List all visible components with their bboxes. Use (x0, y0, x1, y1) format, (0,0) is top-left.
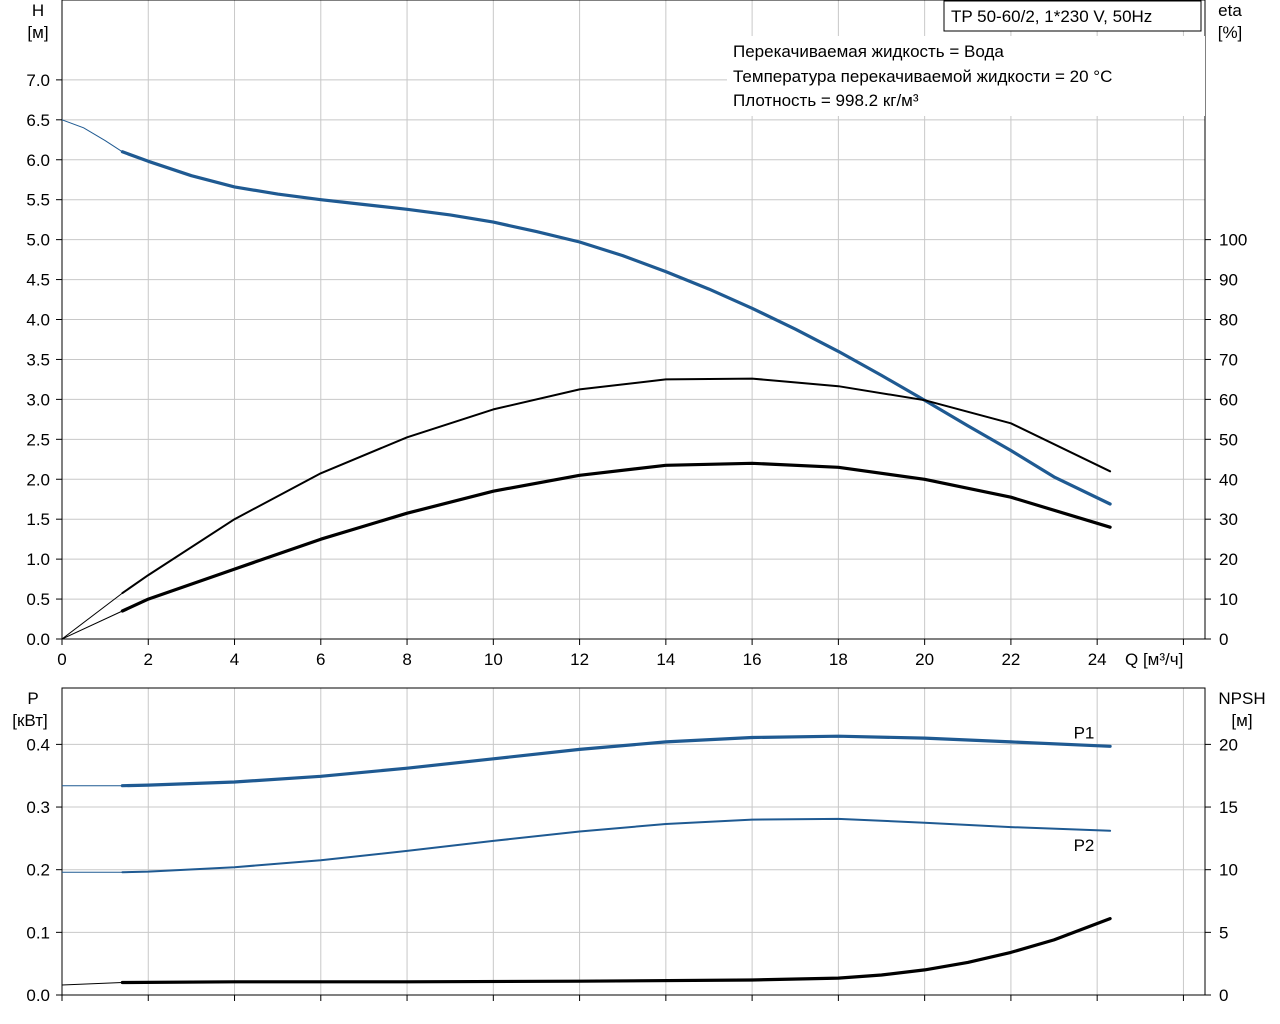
y-left-tick-label: 2.5 (26, 430, 50, 449)
y-right-tick-label: 20 (1219, 735, 1238, 754)
y-right-tick-label: 10 (1219, 861, 1238, 880)
x-tick-label: 22 (1001, 650, 1020, 669)
y-right-tick-label: 100 (1219, 231, 1247, 250)
y-right-tick-label: 60 (1219, 390, 1238, 409)
curve-extension (61, 119, 123, 153)
y-left-label-h: H (32, 1, 44, 20)
y-left-tick-label: 2.0 (26, 470, 50, 489)
curve-eta_lower (120, 461, 1112, 613)
y-left-tick-label: 1.0 (26, 550, 50, 569)
info-density: Плотность = 998.2 кг/м³ (733, 91, 919, 110)
y-left-tick-label: 0.0 (26, 986, 50, 1005)
y-right-label-unit: [м] (1231, 711, 1252, 730)
curve-p1 (120, 734, 1112, 788)
y-right-tick-label: 90 (1219, 271, 1238, 290)
y-right-label-eta: eta (1218, 1, 1242, 20)
y-left-tick-label: 7.0 (26, 71, 50, 90)
top-curves (61, 119, 1112, 640)
x-tick-label: 2 (144, 650, 153, 669)
y-left-tick-label: 0.2 (26, 861, 50, 880)
y-left-label-p: P (27, 689, 38, 708)
y-left-tick-label: 0.4 (26, 735, 50, 754)
x-tick-label: 24 (1088, 650, 1107, 669)
series-label-p1: P1 (1074, 723, 1095, 742)
bottom-grid (62, 688, 1205, 995)
x-axis-label: Q [м³/ч] (1125, 650, 1183, 669)
y-left-tick-label: 6.5 (26, 111, 50, 130)
y-right-tick-label: 10 (1219, 590, 1238, 609)
curve-npsh (120, 916, 1112, 985)
x-tick-label: 16 (743, 650, 762, 669)
info-temperature: Температура перекачиваемой жидкости = 20… (733, 67, 1112, 86)
series-label-p2: P2 (1074, 836, 1095, 855)
x-tick-label: 18 (829, 650, 848, 669)
y-right-label-npsh: NPSH (1218, 689, 1265, 708)
curve-eta_upper (121, 377, 1112, 595)
x-tick-label: 8 (402, 650, 411, 669)
y-right-tick-label: 15 (1219, 798, 1238, 817)
y-right-tick-label: 70 (1219, 350, 1238, 369)
x-tick-label: 4 (230, 650, 239, 669)
y-left-tick-label: 0.3 (26, 798, 50, 817)
y-right-tick-label: 5 (1219, 923, 1228, 942)
y-left-label-unit: [кВт] (12, 711, 47, 730)
y-left-tick-label: 3.5 (26, 350, 50, 369)
curve-extension (61, 610, 123, 640)
y-left-tick-label: 0.5 (26, 590, 50, 609)
y-left-tick-label: 1.5 (26, 510, 50, 529)
y-right-tick-label: 50 (1219, 430, 1238, 449)
x-tick-label: 12 (570, 650, 589, 669)
y-left-tick-label: 4.5 (26, 271, 50, 290)
title-box (943, 0, 1202, 32)
info-box (727, 36, 1205, 116)
y-left-label-unit: [м] (27, 23, 48, 42)
y-left-tick-label: 6.0 (26, 151, 50, 170)
curve-h (120, 150, 1112, 506)
bottom-plot-frame (61, 687, 1206, 996)
y-right-tick-label: 0 (1219, 986, 1228, 1005)
y-left-tick-label: 0.1 (26, 923, 50, 942)
y-right-label-unit: [%] (1218, 23, 1243, 42)
y-right-tick-label: 80 (1219, 311, 1238, 330)
x-tick-label: 10 (484, 650, 503, 669)
y-left-tick-label: 3.0 (26, 390, 50, 409)
y-left-tick-label: 5.0 (26, 231, 50, 250)
curve-extension (61, 982, 123, 986)
x-tick-label: 14 (656, 650, 675, 669)
bottom-axis-ticks: 0.0 0.1 0.2 0.3 0.4 0 5 10 15 20 (26, 735, 1238, 1005)
y-right-tick-label: 30 (1219, 510, 1238, 529)
x-tick-label: 20 (915, 650, 934, 669)
y-right-tick-label: 40 (1219, 470, 1238, 489)
y-left-tick-label: 0.0 (26, 630, 50, 649)
y-left-tick-label: 5.5 (26, 191, 50, 210)
x-tick-label: 0 (57, 650, 66, 669)
y-right-tick-label: 20 (1219, 550, 1238, 569)
curve-extension (61, 592, 123, 640)
info-liquid: Перекачиваемая жидкость = Вода (733, 42, 1004, 61)
chart-title: TP 50-60/2, 1*230 V, 50Hz (951, 7, 1152, 26)
y-left-tick-label: 4.0 (26, 311, 50, 330)
curve-p2 (121, 817, 1112, 874)
top-axis-ticks: 0.0 0.5 1.0 1.5 2.0 2.5 3.0 3.5 4.0 4.5 5.0 5.5 6.0 6… (26, 71, 1247, 669)
x-tick-label: 6 (316, 650, 325, 669)
y-right-tick-label: 0 (1219, 630, 1228, 649)
bottom-curves (61, 734, 1112, 986)
head-efficiency-panel: 0.0 0.5 1.0 1.5 2.0 2.5 3.0 3.5 4.0 4.5 5.0 5.5 6.0 6… (26, 0, 1247, 669)
power-npsh-panel: 0.0 0.1 0.2 0.3 0.4 0 5 10 15 20 P [кВт] NPSH [м]… (12, 687, 1266, 1005)
